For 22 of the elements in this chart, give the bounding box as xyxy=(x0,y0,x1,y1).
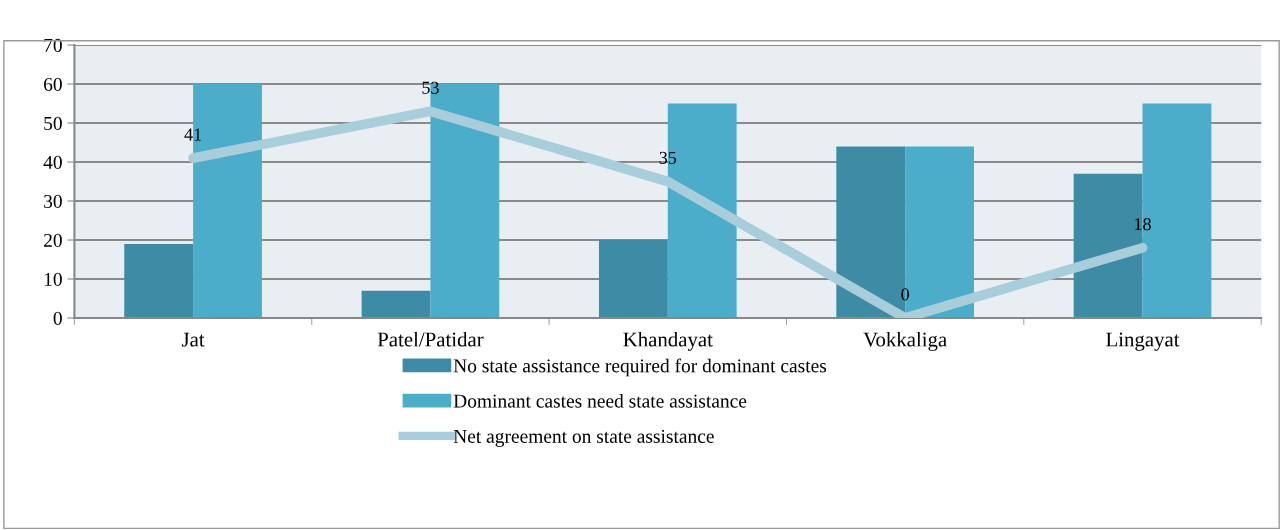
y-tick-label: 20 xyxy=(44,233,62,247)
y-tick-label: 10 xyxy=(44,272,62,286)
y-tick-label: 60 xyxy=(44,77,62,91)
x-tick-label: Jat xyxy=(181,332,205,347)
y-tick-label: 50 xyxy=(44,116,62,130)
legend-label: No state assistance required for dominant castes xyxy=(453,358,827,377)
x-tick-label: Vokkaliga xyxy=(863,331,947,351)
data-label: 18 xyxy=(1135,218,1151,231)
bar xyxy=(124,243,194,318)
legend-label: Dominant castes need state assistance xyxy=(453,393,747,408)
y-tick-label: 40 xyxy=(43,155,62,169)
data-label: 35 xyxy=(659,151,677,164)
bar xyxy=(598,240,668,318)
y-tick-label: 30 xyxy=(44,194,62,208)
x-tick-label: Khandayat xyxy=(623,331,713,351)
y-tick-label: 0 xyxy=(53,311,62,325)
legend-label: Net agreement on state assistance xyxy=(453,429,714,447)
x-tick-label: Lingayat xyxy=(1106,332,1180,351)
bar xyxy=(361,290,431,318)
x-tick-label: Patel/Patidar xyxy=(377,331,484,347)
data-label: 53 xyxy=(422,81,439,94)
data-label: 0 xyxy=(901,288,909,301)
